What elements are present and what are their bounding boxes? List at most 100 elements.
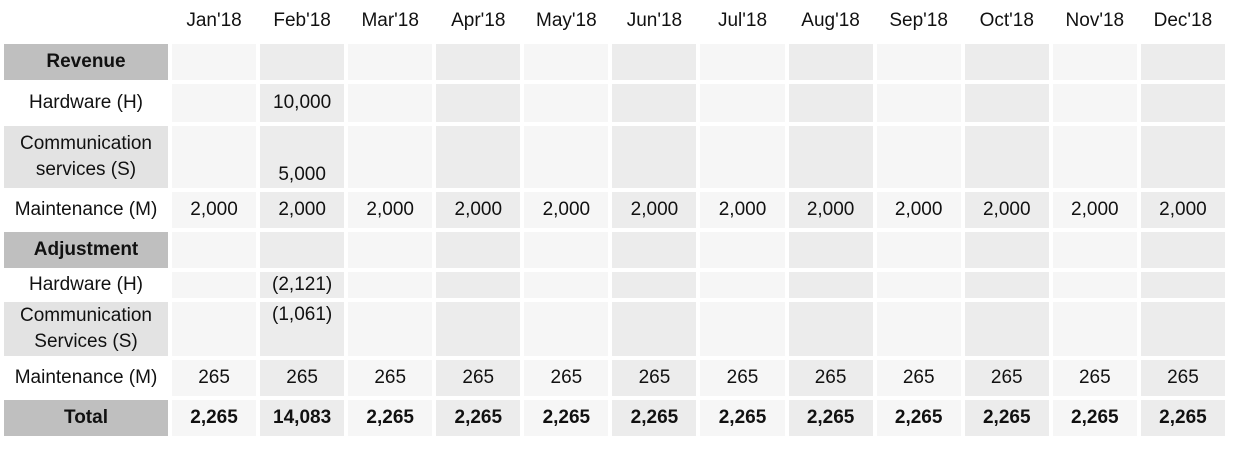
row-label: Adjustment — [4, 232, 168, 268]
value-cell: 2,000 — [1140, 192, 1225, 228]
value-cell — [876, 126, 961, 188]
value-cell: 265 — [876, 360, 961, 396]
value-cell: 2,265 — [964, 400, 1049, 436]
row-label: Hardware (H) — [4, 84, 168, 122]
value-cell: 2,000 — [172, 192, 257, 228]
month-header: Jun'18 — [612, 2, 697, 40]
value-cell — [964, 126, 1049, 188]
value-cell: 14,083 — [260, 400, 345, 436]
value-cell — [436, 126, 521, 188]
value-cell — [524, 126, 609, 188]
value-cell — [876, 272, 961, 298]
value-cell — [1140, 84, 1225, 122]
value-cell — [612, 232, 697, 268]
value-cell — [612, 44, 697, 80]
value-cell: 2,000 — [700, 192, 785, 228]
value-cell — [436, 232, 521, 268]
value-cell: 2,000 — [612, 192, 697, 228]
value-cell — [964, 232, 1049, 268]
value-cell — [1052, 44, 1137, 80]
month-header: Nov'18 — [1052, 2, 1137, 40]
value-cell — [612, 302, 697, 356]
table-row: Hardware (H) (2,121) — [4, 272, 1225, 298]
value-cell — [348, 84, 433, 122]
row-label: Maintenance (M) — [4, 360, 168, 396]
value-cell: 2,265 — [1052, 400, 1137, 436]
value-cell — [788, 44, 873, 80]
month-header: Sep'18 — [876, 2, 961, 40]
value-cell: 2,000 — [260, 192, 345, 228]
value-cell: 265 — [1140, 360, 1225, 396]
row-label: Communication services (S) — [4, 126, 168, 188]
value-cell — [788, 126, 873, 188]
value-cell: 2,265 — [1140, 400, 1225, 436]
value-cell — [348, 232, 433, 268]
value-cell — [172, 232, 257, 268]
value-cell — [612, 84, 697, 122]
month-header: Feb'18 — [260, 2, 345, 40]
month-header: Mar'18 — [348, 2, 433, 40]
value-cell: 2,265 — [436, 400, 521, 436]
month-header: Jul'18 — [700, 2, 785, 40]
value-cell: 265 — [172, 360, 257, 396]
row-label: Communication Services (S) — [4, 302, 168, 356]
table-row: Revenue — [4, 44, 1225, 80]
value-cell — [1140, 272, 1225, 298]
value-cell — [876, 84, 961, 122]
table-row: Hardware (H) 10,000 — [4, 84, 1225, 122]
value-cell — [260, 44, 345, 80]
value-cell — [1052, 126, 1137, 188]
value-cell — [964, 272, 1049, 298]
value-cell — [436, 302, 521, 356]
value-cell: 265 — [964, 360, 1049, 396]
row-label: Hardware (H) — [4, 272, 168, 298]
value-cell — [700, 126, 785, 188]
value-cell — [700, 232, 785, 268]
value-cell: 2,000 — [524, 192, 609, 228]
value-cell: 2,000 — [348, 192, 433, 228]
value-cell — [172, 44, 257, 80]
value-cell — [1140, 126, 1225, 188]
value-cell — [788, 302, 873, 356]
month-header: Apr'18 — [436, 2, 521, 40]
value-cell: 2,265 — [172, 400, 257, 436]
value-cell — [788, 84, 873, 122]
value-cell: 2,000 — [436, 192, 521, 228]
month-header: Jan'18 — [172, 2, 257, 40]
value-cell: 2,265 — [700, 400, 785, 436]
value-cell — [172, 272, 257, 298]
row-label: Total — [4, 400, 168, 436]
table-row: Maintenance (M) 265 265 265 265 265 265 265 265 2… — [4, 360, 1225, 396]
value-cell — [524, 302, 609, 356]
value-cell — [1052, 232, 1137, 268]
month-header: May'18 — [524, 2, 609, 40]
value-cell: 2,000 — [788, 192, 873, 228]
value-cell — [524, 272, 609, 298]
value-cell — [700, 302, 785, 356]
value-cell — [964, 44, 1049, 80]
value-cell — [172, 84, 257, 122]
value-cell — [876, 302, 961, 356]
value-cell — [876, 44, 961, 80]
value-cell — [348, 126, 433, 188]
value-cell — [172, 126, 257, 188]
value-cell — [1140, 44, 1225, 80]
value-cell: 10,000 — [260, 84, 345, 122]
value-cell: 2,265 — [524, 400, 609, 436]
month-header: Dec'18 — [1140, 2, 1225, 40]
value-cell — [436, 272, 521, 298]
value-cell — [788, 272, 873, 298]
value-cell: 2,000 — [876, 192, 961, 228]
value-cell — [260, 232, 345, 268]
value-cell: 2,265 — [876, 400, 961, 436]
value-cell: 2,265 — [348, 400, 433, 436]
value-cell — [612, 126, 697, 188]
value-cell — [436, 44, 521, 80]
value-cell — [524, 232, 609, 268]
value-cell: 265 — [260, 360, 345, 396]
value-cell — [964, 302, 1049, 356]
value-cell — [1140, 232, 1225, 268]
value-cell — [348, 44, 433, 80]
table-row: Maintenance (M) 2,000 2,000 2,000 2,000 2,000… — [4, 192, 1225, 228]
